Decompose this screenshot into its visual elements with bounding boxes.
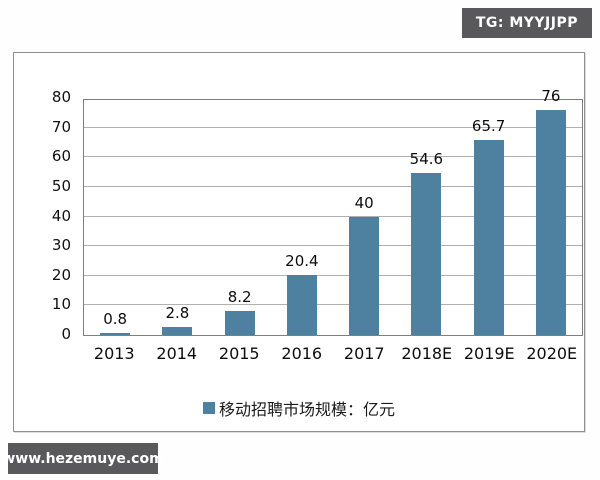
legend: 移动招聘市场规模：亿元 — [14, 396, 584, 420]
bar-2015 — [224, 310, 255, 335]
bar-value-2018E: 54.6 — [409, 150, 444, 169]
bar-2019E — [473, 140, 504, 335]
bar-slot-2015: 8.2 — [209, 100, 271, 335]
legend-marker-icon — [202, 402, 215, 414]
x-axis: 2013 2014 2015 2016 2017 2018E 2019E 2020E — [83, 344, 583, 363]
y-tick-label-50: 50 — [51, 176, 71, 195]
x-tick-label-2014: 2014 — [156, 344, 198, 363]
bar-value-2013: 0.8 — [103, 309, 128, 328]
gridline-10 — [84, 304, 582, 306]
bar-value-2020E: 76 — [541, 86, 561, 105]
gridline-20 — [84, 274, 582, 276]
gridline-30 — [84, 245, 582, 247]
bar-value-2015: 8.2 — [227, 287, 252, 306]
y-tick-label-0: 0 — [61, 325, 71, 343]
gridline-60 — [84, 156, 582, 158]
watermark-badge: www.hezemuye.com — [2, 443, 164, 474]
x-tick-label-2015: 2015 — [218, 344, 260, 363]
y-tick-label-20: 20 — [51, 265, 71, 284]
x-tick-label-2013: 2013 — [93, 344, 135, 363]
bar-slot-2018E: 54.6 — [395, 100, 457, 335]
x-tick-label-2019E: 2019E — [463, 344, 515, 363]
bar-value-2014: 2.8 — [165, 303, 190, 322]
x-tick-label-2018E: 2018E — [401, 344, 453, 363]
y-tick-label-70: 70 — [51, 117, 71, 136]
bar-2018E — [411, 173, 442, 335]
y-tick-label-80: 80 — [51, 88, 71, 106]
bar-slot-2019E: 65.7 — [458, 100, 520, 335]
y-tick-label-60: 60 — [51, 147, 71, 166]
legend-label: 移动招聘市场规模：亿元 — [218, 400, 395, 419]
bar-2014 — [162, 326, 193, 335]
bar-2016 — [286, 274, 317, 335]
chart-frame: 0 10 20 30 40 50 60 70 80 0.8 2.8 8.2 20.4 40 54.6 65.… — [13, 52, 585, 432]
bar-value-2019E: 65.7 — [471, 117, 506, 136]
bar-slot-2013: 0.8 — [84, 100, 146, 335]
tg-badge: TG: MYYJJPP — [461, 8, 592, 38]
x-tick-label-2020E: 2020E — [526, 344, 578, 363]
bars-row: 0.8 2.8 8.2 20.4 40 54.6 65.7 76 — [84, 87, 582, 335]
bar-slot-2017: 40 — [333, 100, 395, 335]
bar-value-2017: 40 — [354, 193, 374, 212]
y-tick-label-40: 40 — [51, 206, 71, 225]
bar-slot-2014: 2.8 — [146, 100, 208, 335]
x-tick-label-2017: 2017 — [343, 344, 385, 363]
plot-area: 0 10 20 30 40 50 60 70 80 0.8 2.8 8.2 20.4 40 54.6 65.… — [52, 87, 583, 343]
bar-value-2016: 20.4 — [285, 251, 319, 270]
bar-2017 — [349, 216, 380, 335]
bar-slot-2016: 20.4 — [271, 100, 333, 335]
y-tick-label-30: 30 — [51, 236, 71, 255]
x-tick-label-2016: 2016 — [281, 344, 323, 363]
bar-2020E — [535, 109, 566, 335]
bar-2013 — [100, 332, 131, 335]
gridline-50 — [84, 185, 582, 187]
gridline-40 — [84, 215, 582, 217]
bar-slot-2020E: 76 — [520, 87, 582, 335]
y-tick-label-10: 10 — [51, 295, 71, 314]
gridline-70 — [84, 126, 582, 128]
